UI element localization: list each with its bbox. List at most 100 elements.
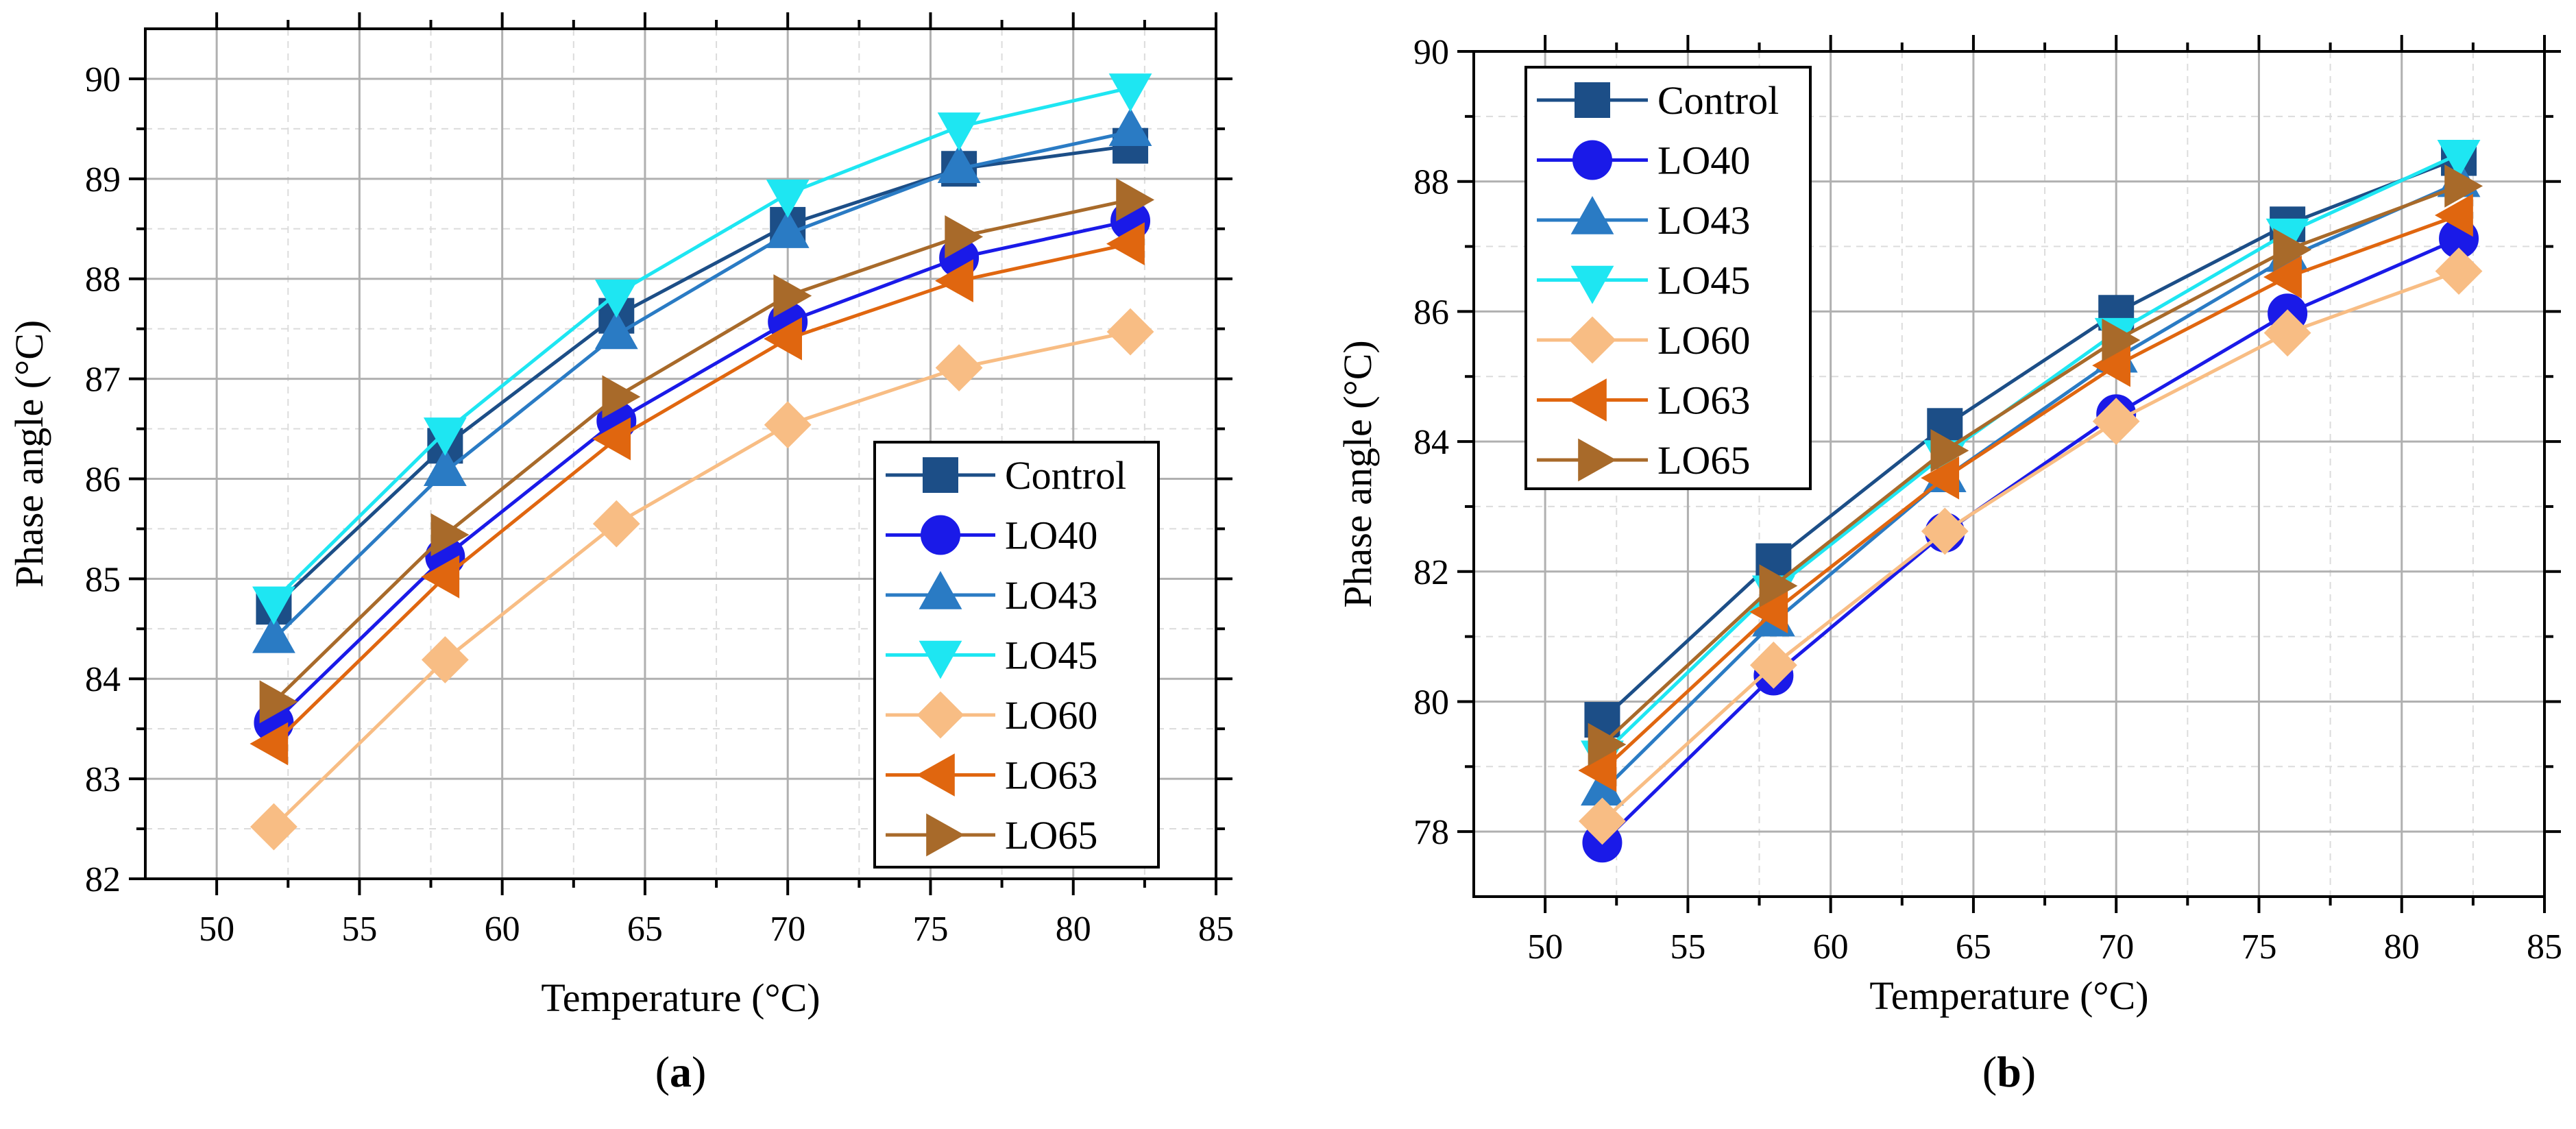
data-point: [2435, 247, 2483, 295]
y-tick-label: 87: [85, 361, 121, 400]
data-point: [1749, 641, 1797, 689]
y-tick-label: 78: [1413, 813, 1449, 852]
series-line: [272, 144, 1131, 609]
data-point: [592, 500, 640, 548]
series-line: [272, 130, 1131, 640]
x-tick-label: 65: [627, 910, 663, 949]
panel-label-close: ): [692, 1047, 706, 1096]
y-tick-label: 84: [85, 660, 121, 699]
series-line: [1601, 236, 2460, 845]
series-line: [1601, 181, 2460, 793]
chart-panel-b: 50 55 60 65 70 75 80 85 78 80 82 84 86 88 90 Control LO4…: [1335, 33, 2562, 1096]
legend-label: LO45: [1005, 633, 1097, 678]
data-point: [773, 274, 812, 317]
x-tick-label: 85: [2527, 927, 2562, 967]
data-point: [259, 680, 298, 724]
legend-marker: [921, 515, 960, 555]
legend-marker: [1575, 82, 1610, 118]
data-point: [764, 401, 812, 449]
legend-marker: [919, 570, 962, 609]
legend-marker: [1568, 378, 1607, 422]
panel-label-close: ): [2021, 1047, 2036, 1096]
data-point: [2435, 193, 2473, 237]
series-line: [1601, 156, 2459, 721]
data-point: [766, 210, 810, 248]
data-point: [1921, 507, 1969, 555]
legend-marker: [1578, 438, 1617, 482]
legend-label: Control: [1657, 78, 1779, 123]
x-tick-label: 70: [770, 910, 805, 949]
data-point: [602, 375, 641, 419]
data-point: [423, 417, 467, 456]
data-point: [1106, 308, 1154, 356]
legend-label: LO43: [1657, 198, 1750, 243]
data-point: [592, 417, 631, 461]
x-tick-label: 60: [1813, 927, 1849, 967]
legend-label: LO60: [1657, 318, 1750, 363]
data-point: [1588, 723, 1627, 766]
legend-marker: [916, 753, 955, 797]
y-axis-title: Phase angle (°C): [7, 320, 51, 587]
data-point: [1921, 456, 1960, 500]
series-lo63: [250, 222, 1145, 766]
data-point: [2273, 228, 2312, 271]
data-point: [2437, 140, 2481, 178]
data-point: [1759, 564, 1798, 608]
y-tick-label: 86: [85, 460, 121, 499]
panel-label-letter: b: [1997, 1047, 2021, 1096]
data-point: [764, 317, 802, 361]
data-point: [2444, 164, 2483, 208]
legend-label: LO40: [1005, 513, 1097, 558]
data-point: [937, 145, 981, 184]
x-tick-label: 80: [1056, 910, 1091, 949]
series-line: [1601, 269, 2459, 823]
axis-ticks: [1457, 35, 2561, 913]
x-tick-label: 85: [1198, 910, 1234, 949]
legend-label: LO65: [1005, 813, 1097, 858]
legend: Control LO40 LO43 LO45 LO60 LO63 LO65: [1524, 66, 1812, 490]
panel-label-open: (: [655, 1047, 670, 1096]
data-point: [2263, 309, 2311, 357]
series-line: [272, 219, 1131, 725]
series-line: [1601, 213, 2459, 772]
series-line: [272, 330, 1131, 828]
x-axis-title: Temperature (°C): [1869, 973, 2148, 1018]
series-lo60: [250, 308, 1154, 851]
series-line: [272, 198, 1131, 703]
data-point: [421, 636, 469, 683]
x-tick-label: 55: [341, 910, 377, 949]
series-line: [272, 86, 1131, 603]
series-lo65: [259, 178, 1155, 724]
data-point: [250, 803, 297, 851]
y-axis-title: Phase angle (°C): [1335, 340, 1380, 607]
data-point: [945, 215, 984, 258]
legend-marker: [1570, 265, 1614, 304]
x-tick-label: 80: [2384, 927, 2420, 967]
legend-marker: [919, 640, 962, 679]
data-point: [1108, 73, 1152, 112]
x-tick-label: 75: [2241, 927, 2276, 967]
x-tick-label: 75: [912, 910, 948, 949]
legend-marker: [916, 691, 964, 739]
y-tick-label: 86: [1413, 293, 1449, 332]
data-point: [766, 179, 810, 218]
data-point: [252, 614, 295, 653]
panel-label-b: (b): [1982, 1047, 2036, 1096]
axis-frame: [1472, 50, 2546, 898]
data-point: [1930, 428, 1969, 472]
legend-marker: [1572, 140, 1612, 180]
axis-frame: [144, 27, 1217, 880]
legend-marker: [1568, 316, 1616, 364]
series-line: [272, 242, 1131, 745]
panel-label-letter: a: [670, 1047, 692, 1096]
data-point: [1106, 222, 1145, 266]
data-point: [250, 722, 289, 766]
data-point: [1116, 178, 1155, 221]
data-point: [423, 448, 467, 487]
legend-marker: [923, 457, 958, 493]
y-tick-label: 82: [1413, 553, 1449, 592]
legend-label: LO45: [1657, 258, 1750, 303]
y-tick-label: 83: [85, 760, 121, 799]
y-tick-label: 88: [1413, 163, 1449, 202]
